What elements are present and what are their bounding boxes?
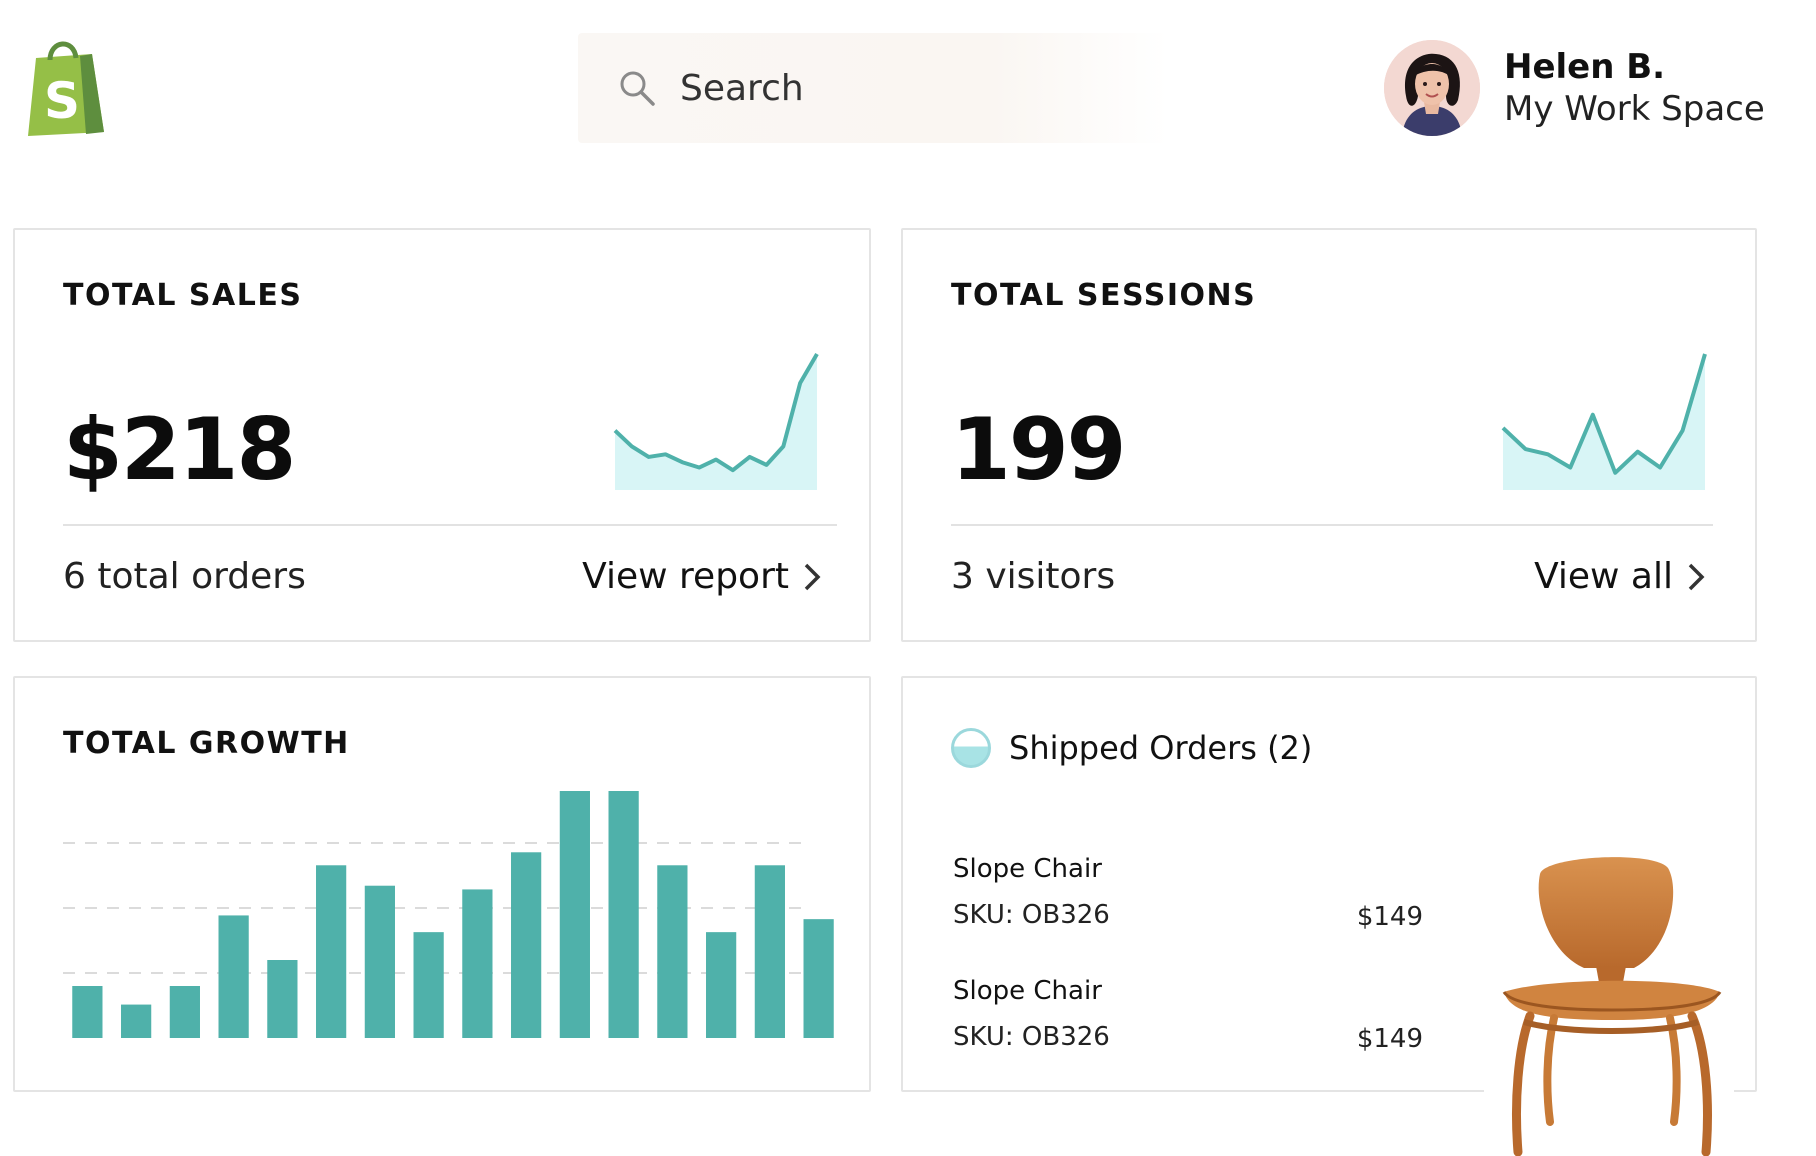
shopify-logo-icon[interactable]: S xyxy=(22,36,108,136)
growth-bar xyxy=(706,932,737,1038)
card-title: TOTAL GROWTH xyxy=(63,726,350,761)
total-sessions-sparkline xyxy=(1501,353,1707,490)
avatar[interactable] xyxy=(1384,40,1480,136)
chevron-right-icon xyxy=(1688,563,1705,590)
view-all-label: View all xyxy=(1534,556,1673,597)
order-price: $149 xyxy=(1356,1024,1423,1054)
status-indicator-icon xyxy=(951,728,991,768)
growth-bar xyxy=(413,932,444,1038)
growth-bar xyxy=(559,791,590,1038)
total-growth-card: TOTAL GROWTH xyxy=(13,676,871,1092)
order-price: $149 xyxy=(1356,902,1423,932)
search-icon xyxy=(620,71,655,106)
search-input[interactable]: Search xyxy=(680,67,804,109)
order-item[interactable]: Slope Chair SKU: OB326 $149 xyxy=(953,976,1423,1076)
card-title: TOTAL SESSIONS xyxy=(951,278,1257,313)
order-sku: SKU: OB326 xyxy=(953,1022,1110,1052)
divider xyxy=(951,524,1713,526)
total-sessions-card: TOTAL SESSIONS 199 3 visitors View all xyxy=(901,228,1757,642)
total-orders-label: 6 total orders xyxy=(63,556,306,597)
total-sales-sparkline xyxy=(613,352,819,490)
chevron-right-icon xyxy=(804,563,821,590)
growth-bar xyxy=(72,986,103,1038)
divider xyxy=(63,524,837,526)
sales-sparkline-line xyxy=(613,352,819,473)
sessions-sparkline-line xyxy=(1501,353,1707,475)
view-report-label: View report xyxy=(582,556,789,597)
growth-bar xyxy=(364,885,395,1038)
growth-bar xyxy=(316,865,347,1038)
sessions-value: 199 xyxy=(951,400,1127,500)
order-name: Slope Chair xyxy=(953,976,1102,1006)
sales-value: $218 xyxy=(63,400,296,500)
growth-bar xyxy=(462,889,493,1038)
shipped-orders-title: Shipped Orders (2) xyxy=(1009,729,1313,767)
top-bar: S Search Helen B. My Work Space xyxy=(0,0,1816,180)
view-report-link[interactable]: View report xyxy=(582,556,821,597)
shipped-orders-header[interactable]: Shipped Orders (2) xyxy=(951,728,1312,768)
user-menu[interactable]: Helen B. My Work Space xyxy=(1384,38,1765,138)
growth-bar xyxy=(803,919,834,1038)
order-name: Slope Chair xyxy=(953,854,1102,884)
view-all-link[interactable]: View all xyxy=(1534,556,1705,597)
growth-bar xyxy=(169,986,200,1038)
total-sales-card: TOTAL SALES $218 6 total orders View rep… xyxy=(13,228,871,642)
search-bar[interactable]: Search xyxy=(578,33,1168,143)
growth-bar xyxy=(511,852,542,1038)
sales-sparkline-area xyxy=(615,354,817,490)
growth-bar xyxy=(267,960,298,1038)
growth-bar xyxy=(608,791,639,1038)
growth-bar xyxy=(657,865,688,1038)
sessions-sparkline-area xyxy=(1503,354,1705,490)
visitors-label: 3 visitors xyxy=(951,556,1116,597)
order-sku: SKU: OB326 xyxy=(953,900,1110,930)
total-growth-chart xyxy=(63,791,834,1038)
card-title: TOTAL SALES xyxy=(63,278,303,313)
growth-bar xyxy=(218,915,249,1038)
growth-bar xyxy=(121,1004,152,1038)
growth-bar xyxy=(754,865,785,1038)
slope-chair-image xyxy=(1484,852,1734,1156)
svg-text:S: S xyxy=(44,72,80,130)
user-name: Helen B. xyxy=(1504,47,1666,87)
workspace-name: My Work Space xyxy=(1504,89,1765,129)
order-item[interactable]: Slope Chair SKU: OB326 $149 xyxy=(953,854,1423,954)
